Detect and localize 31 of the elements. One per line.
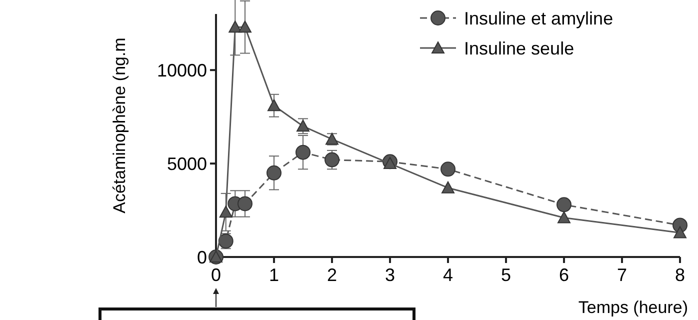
point (238, 196, 252, 212)
point (324, 152, 340, 168)
x-tick-label: 5 (500, 265, 512, 285)
point (384, 157, 396, 170)
x-tick-label: 7 (616, 265, 628, 285)
point (268, 99, 280, 112)
point (266, 165, 282, 180)
y-tick-label: 5000 (166, 154, 207, 174)
legend-label: Insuline seule (464, 38, 574, 58)
x-tick-label: 1 (268, 265, 280, 285)
y-tick-label: 0 (196, 247, 207, 268)
point (674, 226, 686, 238)
point (219, 206, 232, 218)
x-tick-label: 0 (210, 265, 222, 285)
point (442, 181, 454, 194)
x-tick-label: 8 (674, 265, 686, 285)
point (558, 211, 570, 224)
point (296, 144, 310, 160)
point (556, 197, 572, 212)
x-tick-label: 3 (384, 265, 396, 285)
point (440, 162, 456, 177)
x-tick-label: 6 (558, 265, 570, 285)
y-tick-label: 10000 (156, 60, 207, 80)
x-tick-label: 4 (442, 265, 454, 285)
y-axis-title: Acétaminophène (ng.m (110, 38, 129, 214)
point (238, 20, 252, 33)
x-axis-title: Temps (heure) (578, 298, 688, 317)
point (228, 20, 242, 33)
x-tick-label: 2 (326, 265, 338, 285)
point (296, 120, 310, 132)
legend-label: Insuline et amyline (464, 8, 614, 28)
